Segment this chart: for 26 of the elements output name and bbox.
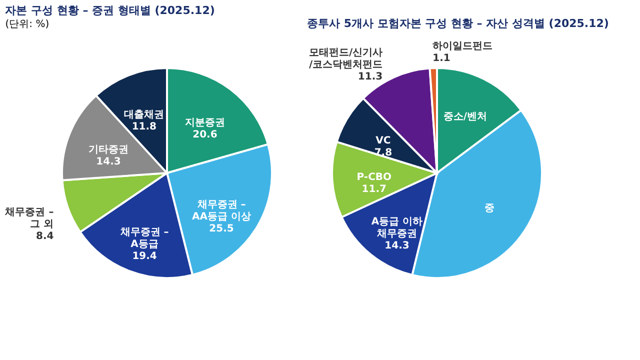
chart-title: 종투사 5개사 모험자본 구성 현황 – 자산 성격별 (2025.12) (307, 17, 609, 30)
data-label: 14.3 (384, 240, 410, 252)
data-label: 19.4 (132, 250, 157, 262)
data-label: 14.3 (96, 156, 121, 168)
chart-subtitle: (단위: %) (5, 19, 50, 30)
chart-title: 자본 구성 현황 – 증권 형태별 (2025.12) (5, 4, 215, 17)
slice-label: P-CBO (356, 172, 392, 184)
slice-label: A등급 이하 채무증권 (371, 216, 423, 240)
data-label: 20.6 (192, 130, 218, 141)
slice-label: VC (376, 135, 391, 146)
slice-label: 채무증권 – A등급 (119, 226, 169, 250)
data-label: 11.7 (362, 184, 387, 196)
slice-label: 중 (484, 202, 495, 214)
data-label: 11.8 (132, 121, 157, 132)
slice-label: 채무증권 – 그 외 (4, 207, 54, 230)
slice-label: 하이일드펀드 (432, 41, 493, 52)
data-label: 25.5 (209, 224, 234, 235)
data-label: 11.3 (358, 72, 383, 83)
slice-label: 지분증권 (184, 118, 225, 129)
data-label: 8.4 (36, 231, 54, 242)
slice-label: 기타증권 (88, 144, 128, 156)
slice-label: 대출채권 (124, 109, 164, 120)
slice-label: 채무증권 – AA등급 이상 (192, 200, 252, 223)
slice-label: 중소/벤처 (443, 112, 488, 123)
data-label: 1.1 (432, 53, 450, 64)
slice-label: 모태펀드/신기사 /코스닥벤처펀드 (308, 48, 383, 71)
